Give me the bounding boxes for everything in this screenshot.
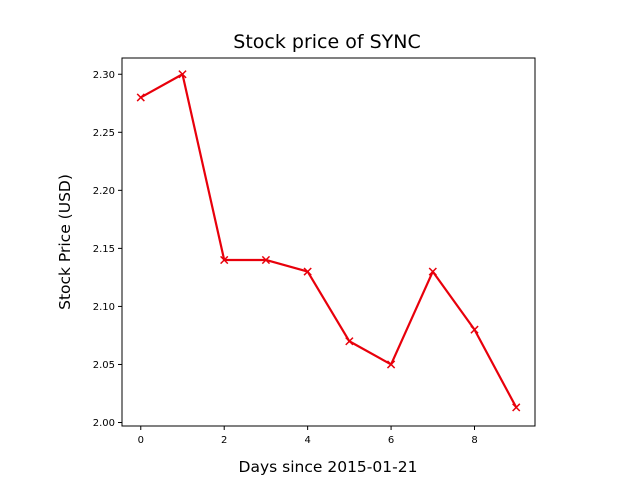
y-axis-label: Stock Price (USD) xyxy=(56,174,74,310)
series-layer xyxy=(136,70,521,412)
y-tick-label: 2.05 xyxy=(93,360,115,371)
y-tick-label: 2.10 xyxy=(93,302,115,313)
y-tick-label: 2.30 xyxy=(93,70,115,81)
x-tick-label: 6 xyxy=(388,435,394,446)
y-axis: 2.00 2.05 2.10 2.15 2.20 2.25 2.30 xyxy=(93,70,122,429)
x-tick-label: 2 xyxy=(221,435,227,446)
data-point xyxy=(303,267,312,276)
x-tick-label: 8 xyxy=(471,435,477,446)
x-tick-label: 4 xyxy=(304,435,310,446)
data-point xyxy=(136,93,145,102)
data-point xyxy=(428,267,437,276)
chart-title: Stock price of SYNC xyxy=(233,31,420,53)
series-line xyxy=(140,73,518,408)
y-tick-label: 2.15 xyxy=(93,244,115,255)
data-point xyxy=(386,360,396,369)
data-point xyxy=(470,325,479,334)
y-tick-label: 2.20 xyxy=(93,186,115,197)
x-axis: 0 2 4 6 8 xyxy=(138,426,478,446)
data-point xyxy=(345,337,354,346)
x-tick-label: 0 xyxy=(138,435,144,446)
plot-area: 0 2 4 6 8 2.00 2.05 2.10 2.15 2.20 2.25 2.30 xyxy=(93,57,536,446)
data-point xyxy=(220,255,229,265)
y-tick-label: 2.00 xyxy=(93,418,115,429)
y-tick-label: 2.25 xyxy=(93,128,115,139)
data-point xyxy=(512,403,521,412)
data-point xyxy=(261,255,271,265)
x-axis-label: Days since 2015-01-21 xyxy=(239,458,418,476)
data-point xyxy=(178,70,187,79)
plot-frame xyxy=(121,57,536,427)
